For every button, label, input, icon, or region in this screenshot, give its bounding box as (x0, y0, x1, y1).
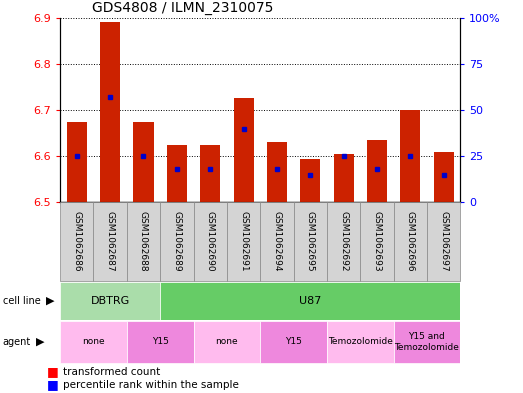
Text: GSM1062687: GSM1062687 (106, 211, 115, 272)
Text: GSM1062694: GSM1062694 (272, 211, 281, 272)
Text: GSM1062692: GSM1062692 (339, 211, 348, 272)
Bar (127, 321, 194, 363)
Text: ■: ■ (47, 378, 59, 391)
Bar (360, 202, 393, 281)
Text: Y15 and
Temozolomide: Y15 and Temozolomide (394, 332, 459, 352)
Bar (160, 202, 194, 281)
Bar (233, 99, 254, 202)
Bar (194, 321, 260, 363)
Text: none: none (215, 338, 238, 346)
Text: GSM1062689: GSM1062689 (173, 211, 181, 272)
Text: U87: U87 (299, 296, 322, 306)
Bar (434, 152, 453, 202)
Bar (400, 110, 420, 202)
Text: GSM1062686: GSM1062686 (72, 211, 81, 272)
Text: ■: ■ (47, 365, 59, 378)
Bar (94, 202, 127, 281)
Bar (334, 154, 354, 202)
Text: GSM1062688: GSM1062688 (139, 211, 148, 272)
Bar (167, 145, 187, 202)
Bar (367, 140, 387, 202)
Text: none: none (82, 338, 105, 346)
Bar (60, 321, 127, 363)
Text: cell line: cell line (3, 296, 40, 306)
Bar (394, 202, 427, 281)
Bar (293, 202, 327, 281)
Bar (327, 321, 393, 363)
Bar (394, 321, 460, 363)
Bar (327, 202, 360, 281)
Bar (60, 282, 160, 320)
Text: ▶: ▶ (36, 337, 44, 347)
Bar (194, 202, 227, 281)
Text: percentile rank within the sample: percentile rank within the sample (63, 380, 238, 390)
Text: GSM1062693: GSM1062693 (372, 211, 381, 272)
Text: GSM1062691: GSM1062691 (239, 211, 248, 272)
Bar (60, 202, 94, 281)
Text: ▶: ▶ (46, 296, 54, 306)
Text: DBTRG: DBTRG (90, 296, 130, 306)
Text: Temozolomide: Temozolomide (328, 338, 393, 346)
Bar (260, 321, 327, 363)
Bar (67, 121, 87, 202)
Text: GSM1062696: GSM1062696 (406, 211, 415, 272)
Bar (260, 202, 293, 281)
Text: transformed count: transformed count (63, 367, 160, 377)
Text: GSM1062695: GSM1062695 (306, 211, 315, 272)
Text: GSM1062690: GSM1062690 (206, 211, 214, 272)
Bar (300, 158, 320, 202)
Bar (100, 22, 120, 202)
Bar (200, 145, 220, 202)
Bar (133, 121, 154, 202)
Text: Y15: Y15 (152, 338, 168, 346)
Bar (127, 202, 160, 281)
Bar (227, 202, 260, 281)
Text: Y15: Y15 (285, 338, 302, 346)
Text: agent: agent (3, 337, 31, 347)
Bar (160, 282, 460, 320)
Bar (427, 202, 460, 281)
Text: GSM1062697: GSM1062697 (439, 211, 448, 272)
Bar (267, 142, 287, 202)
Text: GDS4808 / ILMN_2310075: GDS4808 / ILMN_2310075 (92, 1, 274, 15)
